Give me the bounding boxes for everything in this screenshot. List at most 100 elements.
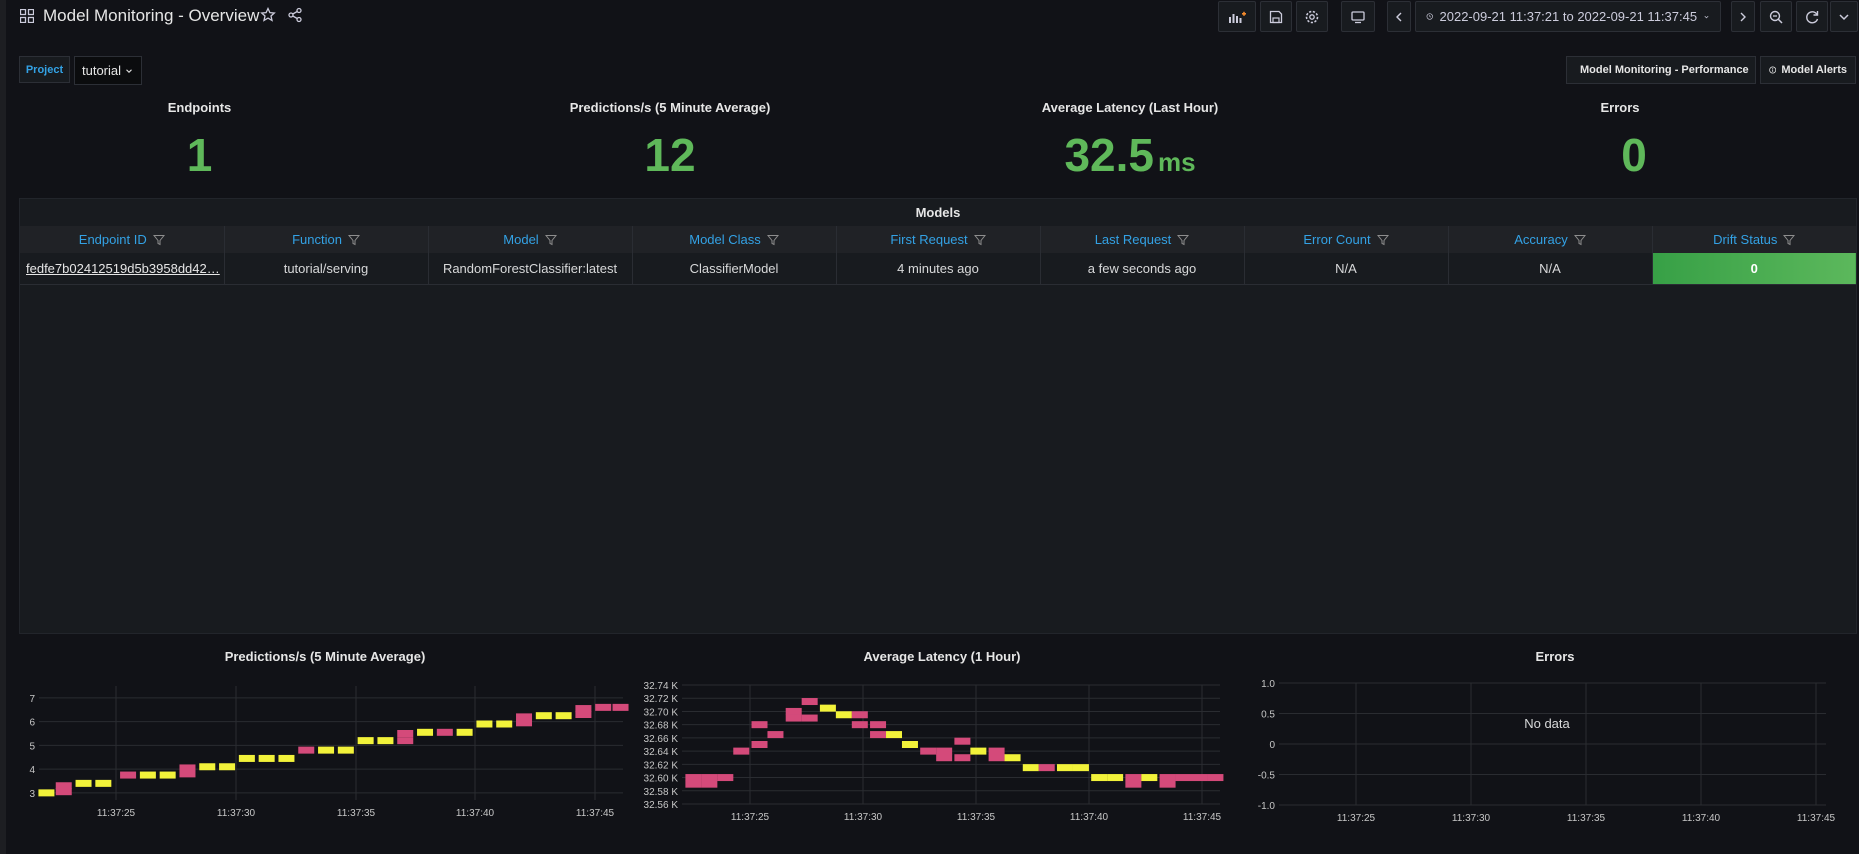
y-tick-label: 32.56 K [644, 800, 679, 811]
chart-title: Average Latency (1 Hour) [863, 649, 1021, 664]
heatmap-cell [733, 747, 750, 755]
time-range-forward-button[interactable] [1731, 1, 1755, 32]
heatmap-cell [179, 770, 196, 778]
x-tick-label: 11:37:45 [576, 808, 615, 819]
heatmap-cell [1107, 774, 1124, 782]
heatmap-cell [835, 711, 852, 719]
x-tick-label: 11:37:35 [957, 812, 996, 823]
model-alerts-link[interactable]: Model Alerts [1760, 56, 1856, 84]
filter-icon[interactable] [766, 234, 779, 246]
dashboard-settings-button[interactable] [1296, 1, 1328, 32]
heatmap-cell [685, 780, 702, 788]
heatmap-cell [535, 712, 552, 720]
left-edge [0, 0, 6, 854]
column-header[interactable]: Drift Status [1652, 226, 1856, 253]
column-header-label: Error Count [1303, 232, 1371, 247]
add-panel-button[interactable] [1218, 1, 1256, 32]
x-tick-label: 11:37:25 [1337, 813, 1376, 824]
endpoints-stat-panel: Endpoints 1 [19, 92, 380, 200]
endpoint-id-link[interactable]: fedfe7b02412519d5b3958dd42… [20, 253, 225, 285]
y-tick-label: -1.0 [1258, 801, 1276, 812]
errors-stat-panel: Errors 0 [1430, 92, 1810, 200]
chevron-right-icon [1740, 12, 1746, 21]
heatmap-cell [920, 747, 937, 755]
filter-icon[interactable] [1573, 234, 1586, 246]
add-panel-icon [1229, 11, 1246, 23]
column-header-label: Last Request [1094, 232, 1172, 247]
column-header[interactable]: Function [224, 226, 429, 253]
heatmap-cell [901, 741, 918, 748]
filter-icon[interactable] [1783, 234, 1796, 246]
y-tick-label: 1.0 [1261, 679, 1275, 690]
column-header-label: Drift Status [1713, 232, 1778, 247]
heatmap-cell [954, 754, 971, 762]
save-dashboard-button[interactable] [1260, 1, 1292, 32]
heatmap-cell [377, 737, 394, 745]
heatmap-cell [120, 771, 137, 779]
tv-mode-button[interactable] [1341, 1, 1375, 32]
filter-icon[interactable] [1177, 234, 1190, 246]
refresh-button[interactable] [1796, 1, 1828, 32]
project-variable-select[interactable]: tutorial [74, 56, 142, 85]
column-header[interactable]: Model [428, 226, 633, 253]
column-header[interactable]: Last Request [1040, 226, 1245, 253]
heatmap-cell [397, 737, 414, 745]
y-tick-label: 0 [1269, 740, 1275, 751]
chevron-down-icon [1839, 13, 1849, 20]
heatmap-cell [1125, 774, 1142, 782]
filter-icon[interactable] [347, 234, 360, 246]
x-tick-label: 11:37:30 [217, 808, 256, 819]
heatmap-cell [751, 741, 768, 748]
time-range-back-button[interactable] [1387, 1, 1411, 32]
column-header[interactable]: Accuracy [1448, 226, 1653, 253]
heatmap-cell [1091, 774, 1108, 782]
column-header[interactable]: Model Class [632, 226, 837, 253]
table-header-row: Endpoint ID Function Model Model Class F… [20, 226, 1856, 253]
y-tick-label: 5 [29, 741, 35, 752]
heatmap-cell [258, 754, 275, 762]
chevron-left-icon [1396, 12, 1402, 21]
chart-title: Errors [1535, 649, 1575, 664]
dashboard-header: Model Monitoring - Overview [0, 0, 1859, 34]
heatmap-cell [988, 754, 1005, 762]
zoom-out-button[interactable] [1760, 1, 1792, 32]
y-tick-label: -0.5 [1258, 771, 1276, 782]
heatmap-cell [988, 747, 1005, 755]
filter-icon[interactable] [1376, 234, 1389, 246]
star-icon[interactable] [260, 7, 276, 23]
project-variable-label: Project [19, 56, 70, 83]
column-header[interactable]: First Request [836, 226, 1041, 253]
heatmap-cell [357, 737, 374, 745]
filter-icon[interactable] [152, 234, 165, 246]
y-tick-label: 32.60 K [644, 774, 679, 785]
no-data-message: No data [1524, 716, 1570, 731]
accuracy-cell: N/A [1448, 253, 1653, 285]
x-tick-label: 11:37:30 [844, 812, 883, 823]
heatmap-cell [159, 771, 176, 779]
heatmap-cell [1022, 764, 1039, 772]
heatmap-cell [555, 712, 572, 720]
column-header[interactable]: Error Count [1244, 226, 1449, 253]
x-tick-label: 11:37:45 [1797, 813, 1836, 824]
refresh-icon [1806, 10, 1819, 23]
dashboard-title[interactable]: Model Monitoring - Overview [43, 6, 260, 25]
heatmap-cell [199, 763, 216, 771]
refresh-interval-dropdown[interactable] [1830, 1, 1858, 32]
heatmap-cell [55, 782, 72, 790]
heatmap-cell [278, 754, 295, 762]
filter-icon[interactable] [973, 234, 986, 246]
share-icon[interactable] [287, 7, 303, 23]
heatmap-cell [851, 721, 868, 729]
filter-icon[interactable] [544, 234, 557, 246]
column-header[interactable]: Endpoint ID [20, 226, 225, 253]
heatmap-cell [1175, 774, 1192, 782]
column-header-label: Function [292, 232, 342, 247]
performance-dashboard-link[interactable]: Model Monitoring - Performance [1566, 56, 1756, 84]
time-range-picker[interactable]: 2022-09-21 11:37:21 to 2022-09-21 11:37:… [1415, 1, 1721, 32]
heatmap-cell [685, 774, 702, 782]
heatmap-cell [436, 728, 453, 736]
heatmap-cell [318, 746, 335, 754]
heatmap-cell [1159, 780, 1176, 788]
dashboards-grid-icon[interactable] [20, 9, 34, 23]
heatmap-cell [701, 774, 718, 782]
